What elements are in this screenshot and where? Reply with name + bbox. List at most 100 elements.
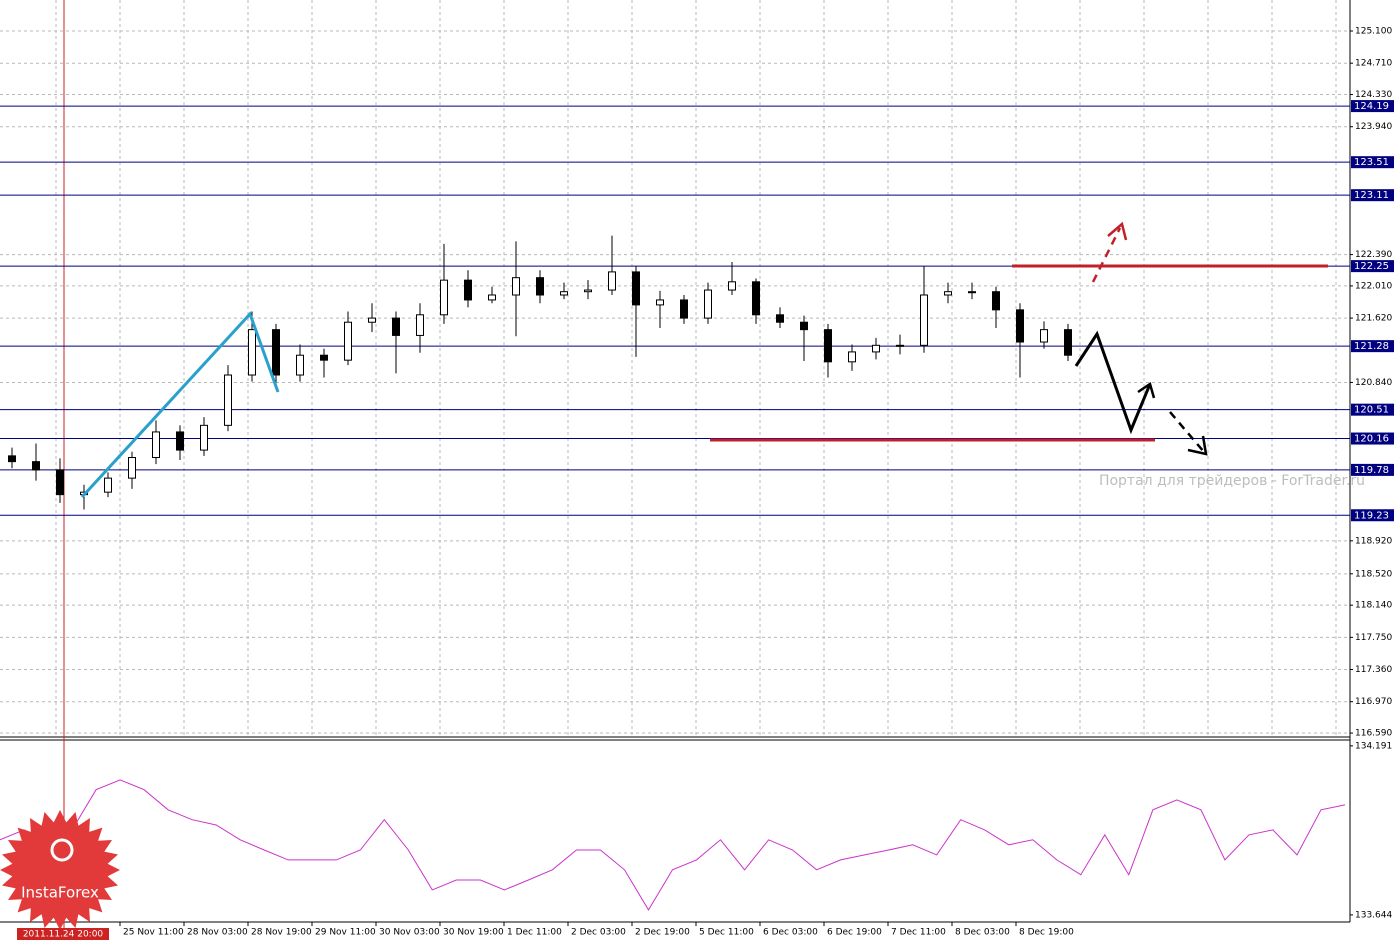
- candle-body: [968, 291, 976, 294]
- wave-drawing: [80, 311, 280, 499]
- candle-body: [392, 317, 400, 336]
- x-tick-label: 30 Nov 03:00: [379, 928, 440, 938]
- candle-body: [728, 281, 736, 291]
- candle-body: [248, 329, 256, 376]
- x-tick-label: 8 Dec 03:00: [955, 928, 1010, 938]
- x-tick-label: 8 Dec 19:00: [1019, 928, 1074, 938]
- candle-body: [1016, 309, 1024, 343]
- marker-label-box: [17, 928, 109, 940]
- candle-body: [536, 277, 544, 296]
- y-tick-label: 118.920: [1355, 536, 1392, 546]
- candle-body: [1064, 329, 1072, 356]
- level-label: 124.19: [1354, 101, 1389, 112]
- candle-body: [656, 299, 664, 306]
- x-tick-label: 29 Nov 11:00: [315, 928, 376, 938]
- x-tick-label: 2 Dec 19:00: [635, 928, 690, 938]
- level-label-box: [1351, 100, 1394, 113]
- arrow-head: [1107, 221, 1128, 241]
- level-label: 119.23: [1354, 510, 1389, 521]
- forecast-arrow: [1074, 330, 1152, 435]
- level-label: 121.28: [1354, 341, 1389, 352]
- x-tick-label: 28 Nov 19:00: [251, 928, 312, 938]
- candle-body: [104, 477, 112, 493]
- level-label: 119.78: [1354, 465, 1389, 476]
- level-label-box: [1351, 260, 1394, 273]
- level-label: 120.51: [1354, 405, 1389, 416]
- x-tick-label: 2 Dec 03:00: [571, 928, 626, 938]
- arrow-head: [1187, 435, 1208, 456]
- y-tick-label: 122.390: [1355, 250, 1392, 260]
- candle-body: [296, 354, 304, 376]
- candle-body: [344, 321, 352, 361]
- candle-body: [440, 279, 448, 316]
- y-tick-label: 116.970: [1355, 697, 1392, 707]
- forecast-arrow-dashed: [1169, 411, 1205, 453]
- level-label: 123.11: [1354, 190, 1389, 201]
- x-tick-label: 6 Dec 19:00: [827, 928, 882, 938]
- level-label-box: [1351, 340, 1394, 353]
- level-label-box: [1351, 403, 1394, 416]
- level-label-box: [1351, 156, 1394, 169]
- y-tick-label: 124.330: [1355, 90, 1392, 100]
- logo-badge: [0, 810, 120, 930]
- candle-body: [824, 329, 832, 363]
- y-tick-label: 120.840: [1355, 378, 1392, 388]
- candle-body: [128, 457, 136, 479]
- candle-body: [872, 344, 880, 353]
- y-tick-label: 118.140: [1355, 601, 1392, 611]
- candle-body: [464, 279, 472, 301]
- candle-body: [560, 291, 568, 296]
- candle-body: [920, 294, 928, 346]
- candle-body: [152, 431, 160, 459]
- y-tick-label: 134.191: [1355, 741, 1392, 751]
- grid: [0, 0, 1350, 737]
- candle-body: [896, 344, 904, 347]
- y-tick-label: 117.360: [1355, 665, 1392, 675]
- candle-body: [608, 271, 616, 291]
- level-label: 120.16: [1354, 434, 1389, 445]
- level-label-box: [1351, 189, 1394, 202]
- candle-body: [416, 314, 424, 336]
- candle-body: [800, 321, 808, 331]
- candle-body: [512, 277, 520, 296]
- x-tick-label: 30 Nov 19:00: [443, 928, 504, 938]
- marker-label: 2011.11.24 20:00: [23, 930, 104, 940]
- candle-body: [8, 455, 16, 463]
- x-tick-label: 1 Dec 11:00: [507, 928, 562, 938]
- candle-body: [944, 291, 952, 296]
- y-tick-label: 117.750: [1355, 633, 1392, 643]
- candle-body: [200, 424, 208, 451]
- level-label: 122.25: [1354, 261, 1389, 272]
- x-tick-label: 28 Nov 03:00: [187, 928, 248, 938]
- candle-body: [776, 314, 784, 323]
- marks: [0, 105, 1350, 911]
- y-tick-label: 118.520: [1355, 569, 1392, 579]
- candle-body: [320, 354, 328, 361]
- y-tick-label: 122.010: [1355, 281, 1392, 291]
- y-tick-label: 125.100: [1355, 27, 1392, 37]
- x-tick-label: 5 Dec 11:00: [699, 928, 754, 938]
- level-label-box: [1351, 432, 1394, 445]
- y-tick-label: 123.940: [1355, 122, 1392, 132]
- candle-body: [752, 281, 760, 316]
- candle-body: [680, 299, 688, 319]
- candle-body: [32, 461, 40, 471]
- candle-body: [1040, 329, 1048, 343]
- y-tick-label: 124.710: [1355, 59, 1392, 69]
- candle-body: [272, 329, 280, 376]
- x-tick-label: 7 Dec 11:00: [891, 928, 946, 938]
- level-label-box: [1351, 509, 1394, 522]
- watermark: Портал для трейдеров - ForTrader.ru: [1099, 473, 1365, 489]
- candle-body: [704, 289, 712, 319]
- y-tick-label: 116.590: [1355, 729, 1392, 739]
- logo-icon: [50, 838, 74, 862]
- candle-body: [56, 469, 64, 496]
- candle-body: [584, 289, 592, 293]
- x-tick-label: 25 Nov 11:00: [123, 928, 184, 938]
- candle-body: [368, 317, 376, 323]
- candle-body: [176, 431, 184, 451]
- indicator-line: [0, 779, 1346, 911]
- level-label-box: [1351, 463, 1394, 476]
- candle-body: [992, 291, 1000, 311]
